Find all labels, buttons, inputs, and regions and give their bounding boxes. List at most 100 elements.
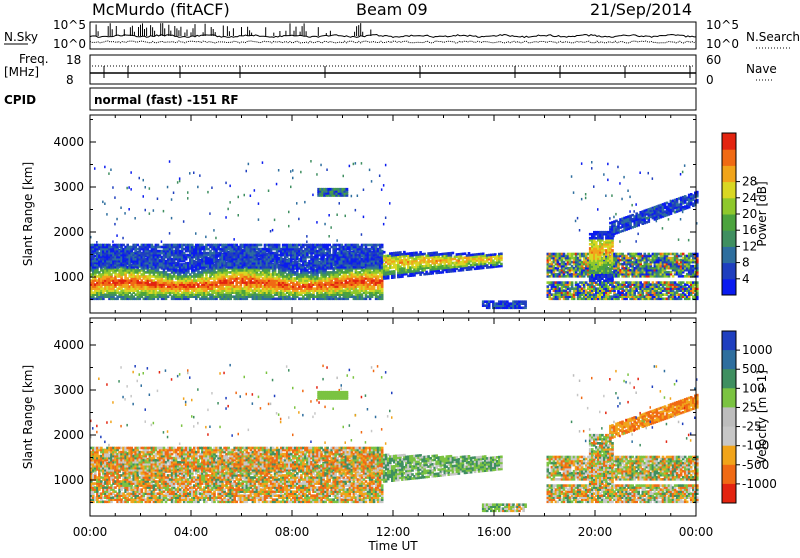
cpid-label: CPID bbox=[4, 93, 36, 107]
power-cell bbox=[143, 179, 145, 182]
power-cell bbox=[215, 237, 217, 240]
power-cell bbox=[361, 233, 363, 236]
power-cell bbox=[114, 223, 116, 226]
nsearch-tick-high: 10^5 bbox=[706, 18, 739, 32]
power-cell bbox=[233, 238, 235, 241]
power-cell bbox=[278, 169, 280, 172]
power-cell bbox=[304, 201, 306, 204]
power-cell bbox=[130, 188, 132, 191]
power-cell bbox=[199, 174, 201, 177]
power-cell bbox=[116, 218, 118, 221]
beam-title: Beam 09 bbox=[356, 0, 428, 19]
power-cell bbox=[104, 166, 106, 169]
power-cell bbox=[238, 196, 240, 199]
power-cell bbox=[389, 202, 391, 205]
power-cell bbox=[189, 172, 191, 175]
power-cell bbox=[278, 244, 281, 247]
power-cell bbox=[246, 170, 248, 173]
power-cell bbox=[328, 235, 330, 238]
power-cell bbox=[270, 230, 272, 233]
power-cell bbox=[324, 223, 326, 226]
power-cell bbox=[104, 203, 106, 206]
power-heatmap bbox=[90, 160, 699, 309]
nsky-tick-high: 10^5 bbox=[53, 18, 86, 32]
power-cell bbox=[326, 169, 328, 172]
power-cell bbox=[355, 162, 357, 165]
nsky-spikes bbox=[96, 23, 371, 36]
power-cell bbox=[379, 175, 381, 178]
power-cell bbox=[343, 175, 345, 178]
power-cell bbox=[328, 214, 330, 217]
power-cell bbox=[161, 240, 163, 243]
power-cell bbox=[381, 188, 383, 191]
power-cell bbox=[260, 244, 263, 247]
power-cell bbox=[120, 207, 122, 210]
freq-label-line2: [MHz] bbox=[4, 65, 39, 79]
power-cell bbox=[262, 161, 264, 164]
power-cell bbox=[244, 194, 246, 197]
power-cell bbox=[128, 208, 130, 211]
power-cell bbox=[383, 184, 385, 187]
power-cell bbox=[361, 162, 363, 165]
power-cell bbox=[112, 240, 114, 243]
power-cell bbox=[169, 160, 171, 163]
power-cell bbox=[355, 209, 357, 212]
power-cell bbox=[167, 186, 169, 189]
power-cell bbox=[383, 223, 385, 226]
power-cell bbox=[274, 219, 276, 222]
power-cell bbox=[268, 190, 270, 193]
power-cell bbox=[187, 191, 189, 194]
power-cell bbox=[363, 216, 365, 219]
power-cell bbox=[179, 177, 181, 180]
power-cell bbox=[122, 237, 124, 240]
power-cell bbox=[149, 187, 151, 190]
power-cell bbox=[248, 163, 250, 166]
power-cell bbox=[238, 214, 240, 217]
power-cell bbox=[96, 241, 98, 244]
power-cell bbox=[106, 213, 108, 216]
power-cell bbox=[339, 202, 341, 205]
power-cell bbox=[134, 217, 136, 220]
power-cell bbox=[171, 198, 173, 201]
power-cell bbox=[157, 198, 159, 201]
power-cell bbox=[371, 180, 373, 183]
power-cell bbox=[114, 196, 116, 199]
nsearch-label: N.Search bbox=[746, 30, 800, 44]
power-cell bbox=[108, 172, 110, 175]
power-cell bbox=[258, 218, 260, 221]
power-cell bbox=[207, 191, 209, 194]
power-cell bbox=[213, 229, 215, 232]
power-cell bbox=[205, 236, 207, 239]
power-cell bbox=[143, 195, 145, 198]
power-cell bbox=[345, 215, 347, 218]
power-cell bbox=[258, 202, 260, 205]
date-title: 21/Sep/2014 bbox=[590, 0, 692, 19]
power-cell bbox=[229, 185, 231, 188]
power-cell bbox=[145, 186, 147, 189]
power-cell bbox=[288, 211, 290, 214]
power-cell bbox=[312, 194, 314, 197]
power-cell bbox=[130, 171, 132, 174]
power-cell bbox=[209, 212, 211, 215]
cpid-value: normal (fast) -151 RF bbox=[94, 93, 239, 107]
power-cell bbox=[300, 171, 302, 174]
power-cell bbox=[116, 234, 118, 237]
power-cell bbox=[292, 177, 294, 180]
power-cell bbox=[272, 229, 274, 232]
power-cell bbox=[153, 209, 155, 212]
power-cell bbox=[363, 189, 365, 192]
power-cell bbox=[229, 201, 231, 204]
power-cell bbox=[183, 220, 185, 223]
power-cell bbox=[393, 270, 396, 273]
power-cell bbox=[349, 165, 351, 168]
power-cell bbox=[102, 201, 104, 204]
power-cell bbox=[225, 182, 227, 185]
nave-tick-high: 60 bbox=[706, 53, 721, 67]
power-cell bbox=[316, 173, 318, 176]
power-cell bbox=[250, 195, 252, 198]
nave-label: Nave bbox=[746, 62, 777, 76]
power-cell bbox=[369, 169, 371, 172]
power-cell bbox=[385, 217, 387, 220]
freq-marks bbox=[104, 66, 690, 78]
